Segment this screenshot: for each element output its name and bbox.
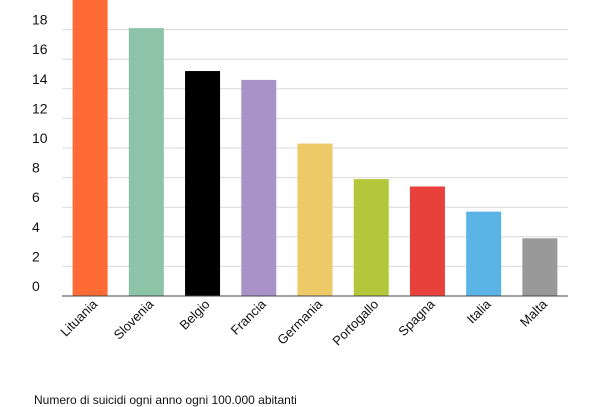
y-tick-label: 2 <box>32 248 40 264</box>
x-tick-label: Belgio <box>177 297 213 333</box>
bars <box>72 0 558 297</box>
x-tick-label: Malta <box>517 296 551 330</box>
bar-spagna <box>409 186 445 296</box>
y-tick-label: 10 <box>32 130 48 146</box>
bar-malta <box>522 238 558 296</box>
bar-italia <box>466 211 502 296</box>
y-tick-label: 4 <box>32 219 40 235</box>
y-tick-label: 14 <box>32 71 48 87</box>
x-tick-label: Spagna <box>395 296 438 339</box>
x-tick-label: Lituania <box>57 296 100 339</box>
bar-lituania <box>72 0 108 296</box>
bar-francia <box>241 79 277 296</box>
y-tick-label: 12 <box>32 100 48 116</box>
y-tick-label: 18 <box>32 12 48 28</box>
bar-germania <box>297 143 333 296</box>
x-axis: Lituania Slovenia Belgio Francia Germania Por… <box>57 295 568 349</box>
bar-portogallo <box>353 179 389 296</box>
y-tick-label: 8 <box>32 160 40 176</box>
bar-slovenia <box>128 28 164 297</box>
x-tick-label: Italia <box>464 296 495 327</box>
y-axis: 0 2 4 6 8 10 12 14 16 18 <box>32 12 48 294</box>
x-tick-label: Portogallo <box>329 297 381 349</box>
x-tick-label: Slovenia <box>111 296 157 342</box>
y-tick-label: 16 <box>32 41 48 57</box>
x-tick-label: Francia <box>228 296 270 338</box>
chart-caption: Numero di suicidi ogni anno ogni 100.000… <box>34 393 297 407</box>
bar-belgio <box>185 71 221 296</box>
x-tick-label: Germania <box>274 296 326 348</box>
y-tick-label: 0 <box>32 278 40 294</box>
y-tick-label: 6 <box>32 189 40 205</box>
